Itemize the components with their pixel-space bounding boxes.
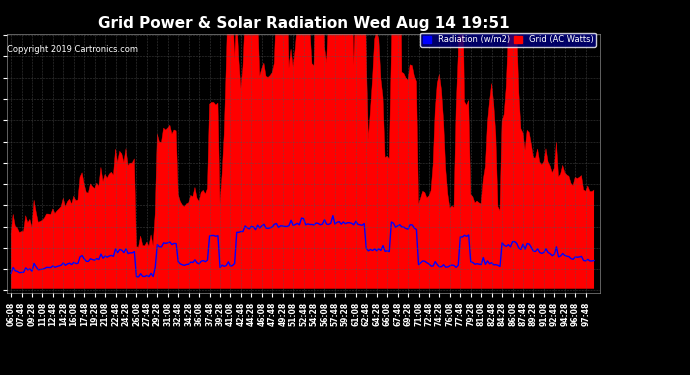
Legend: Radiation (w/m2), Grid (AC Watts): Radiation (w/m2), Grid (AC Watts) bbox=[420, 33, 596, 47]
Title: Grid Power & Solar Radiation Wed Aug 14 19:51: Grid Power & Solar Radiation Wed Aug 14 … bbox=[98, 16, 509, 31]
Text: Copyright 2019 Cartronics.com: Copyright 2019 Cartronics.com bbox=[7, 45, 138, 54]
